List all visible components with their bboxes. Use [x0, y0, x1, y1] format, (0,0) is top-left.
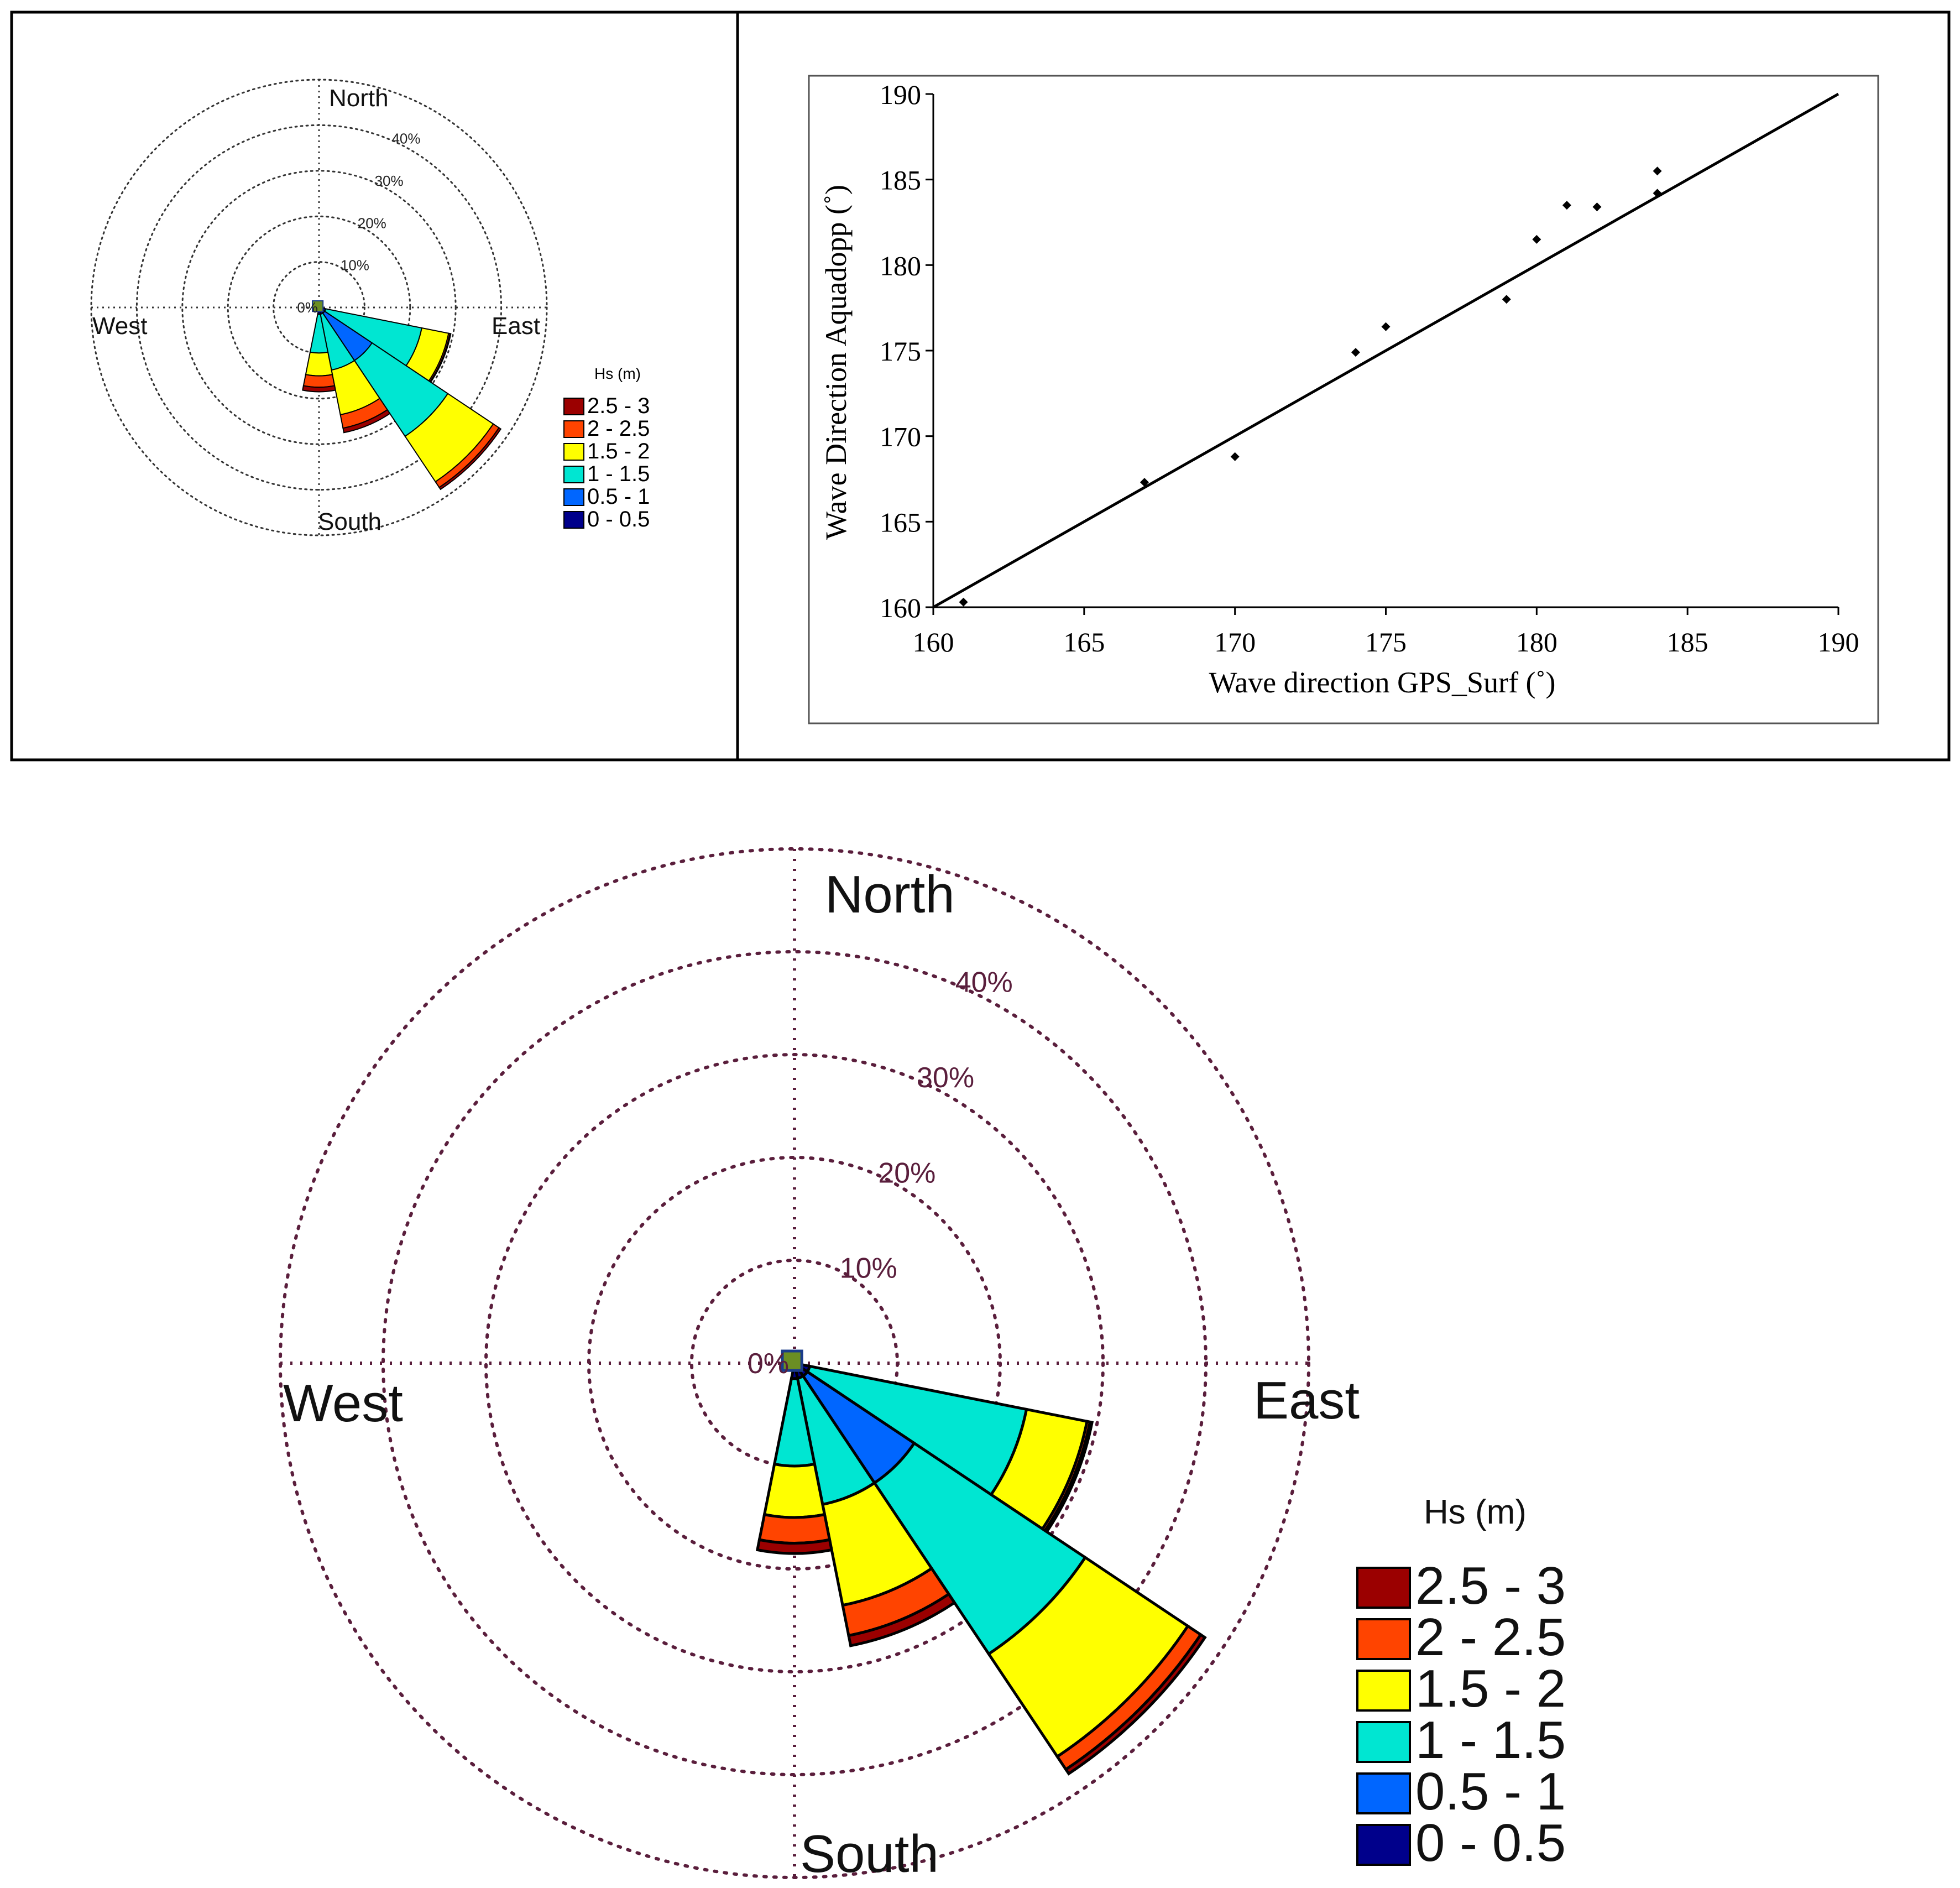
direction-label-east: East	[492, 312, 540, 340]
scatter-point	[1653, 166, 1662, 176]
direction-label-west: West	[92, 312, 147, 340]
legend-swatch	[563, 420, 584, 438]
x-tick-label: 170	[1214, 627, 1256, 658]
legend-label: 1 - 1.5	[587, 462, 650, 486]
direction-label-north: North	[329, 85, 389, 112]
legend-label: 0.5 - 1	[587, 484, 650, 509]
radial-grid-circle	[227, 215, 411, 400]
legend-title: Hs (m)	[1424, 1493, 1527, 1531]
legend-swatch	[563, 488, 584, 506]
legend-swatch	[1356, 1567, 1411, 1609]
wind-rose-small: 0% 10% 20% 30% 40% North East South West	[90, 79, 548, 536]
legend-swatch	[1356, 1772, 1411, 1814]
y-tick-label: 180	[880, 250, 921, 281]
scatter-point	[1592, 202, 1602, 212]
rose-wedge-segment	[847, 1592, 957, 1647]
legend-label: 2.5 - 3	[587, 394, 650, 418]
y-tick-label: 190	[880, 79, 921, 110]
radial-tick-label: 0%	[748, 1348, 789, 1380]
direction-label-south: South	[318, 508, 381, 535]
rose-wedge-segment	[755, 1538, 834, 1555]
legend-title: Hs (m)	[594, 365, 641, 382]
rose-wedge-segment	[302, 385, 336, 393]
rose-wedge-segment	[342, 409, 391, 434]
y-tick-label: 160	[880, 592, 921, 623]
scatter-point	[1140, 478, 1149, 487]
radial-tick-label: 30%	[917, 1062, 974, 1094]
wind-rose-large: 0% 10% 20% 30% 40% North East South West	[279, 847, 1360, 1884]
legend-label: 0 - 0.5	[587, 507, 650, 531]
scatter-plot: 160 165 170 175 180 185 190 160 165 170 175 180 185 1…	[808, 75, 1879, 724]
rose-wedge-segment	[305, 351, 333, 377]
radial-tick-label: 20%	[878, 1157, 935, 1189]
x-tick-label: 165	[1063, 627, 1105, 658]
radial-tick-label: 0%	[297, 299, 318, 316]
rose-wedge-segment	[757, 1513, 832, 1545]
legend-swatch	[563, 443, 584, 461]
legend-large: Hs (m) 2.5 - 32 - 2.51.5 - 21 - 1.50.5 - …	[1356, 1493, 1566, 1873]
scatter-point	[1381, 322, 1391, 331]
y-tick-label: 170	[880, 421, 921, 452]
x-axis-label: Wave direction GPS_Surf (˚)	[1209, 666, 1555, 699]
y-axis-label: Wave Direction Aquadopp (˚)	[819, 185, 853, 540]
direction-label-east: East	[1253, 1371, 1360, 1430]
origin-marker	[781, 1349, 803, 1372]
legend-swatch	[1356, 1670, 1411, 1712]
y-tick-label: 175	[880, 336, 921, 367]
legend-swatch	[1356, 1824, 1411, 1866]
x-tick-label: 190	[1818, 627, 1859, 658]
top-panel-frame	[10, 11, 1951, 762]
legend-label: 2.5 - 3	[1415, 1556, 1566, 1615]
origin-marker	[312, 300, 324, 312]
scatter-point	[1532, 234, 1541, 244]
legend-swatch	[563, 466, 584, 483]
direction-label-north: North	[825, 865, 955, 924]
scatter-point	[1230, 452, 1240, 461]
legend-swatch	[1356, 1721, 1411, 1763]
scatter-frame	[808, 75, 1879, 724]
x-tick-label: 180	[1516, 627, 1557, 658]
x-tick-label: 185	[1667, 627, 1708, 658]
legend-swatch	[563, 511, 584, 529]
legend-swatch	[1356, 1618, 1411, 1660]
rose-wedge-segment	[762, 1462, 827, 1519]
rose-wedge-segment	[438, 427, 502, 491]
radial-tick-label: 20%	[358, 215, 386, 231]
radial-tick-label: 40%	[391, 131, 420, 147]
rose-wedge-segment	[302, 374, 336, 388]
rose-wedge-segment	[1064, 1633, 1207, 1776]
scatter-point	[1502, 295, 1511, 304]
legend-swatch	[563, 398, 584, 415]
legend-small: Hs (m) 2.5 - 32 - 2.51.5 - 21 - 1.50.5 - …	[563, 365, 650, 531]
y-tick-label: 165	[880, 507, 921, 538]
legend-label: 1 - 1.5	[1415, 1710, 1566, 1770]
direction-label-west: West	[283, 1374, 403, 1433]
legend-label: 1.5 - 2	[587, 439, 650, 463]
scatter-point	[1562, 201, 1571, 210]
radial-tick-label: 10%	[341, 257, 369, 274]
scatter-point	[1351, 348, 1360, 357]
legend-label: 2 - 2.5	[1415, 1608, 1566, 1667]
direction-label-south: South	[800, 1824, 939, 1884]
legend-label: 1.5 - 2	[1415, 1659, 1566, 1718]
radial-tick-label: 40%	[955, 966, 1013, 998]
radial-grid-circle	[484, 1053, 1105, 1673]
scatter-point	[1653, 189, 1662, 198]
fit-line	[932, 92, 1839, 609]
scatter-point	[959, 597, 968, 607]
radial-tick-label: 30%	[375, 173, 404, 189]
x-tick-label: 175	[1365, 627, 1407, 658]
legend-label: 0 - 0.5	[1415, 1813, 1566, 1873]
legend-label: 0.5 - 1	[1415, 1762, 1566, 1821]
y-tick-label: 185	[880, 165, 921, 196]
radial-grid-circle	[181, 170, 457, 445]
x-tick-label: 160	[913, 627, 954, 658]
radial-tick-label: 10%	[840, 1253, 897, 1285]
legend-label: 2 - 2.5	[587, 416, 650, 441]
